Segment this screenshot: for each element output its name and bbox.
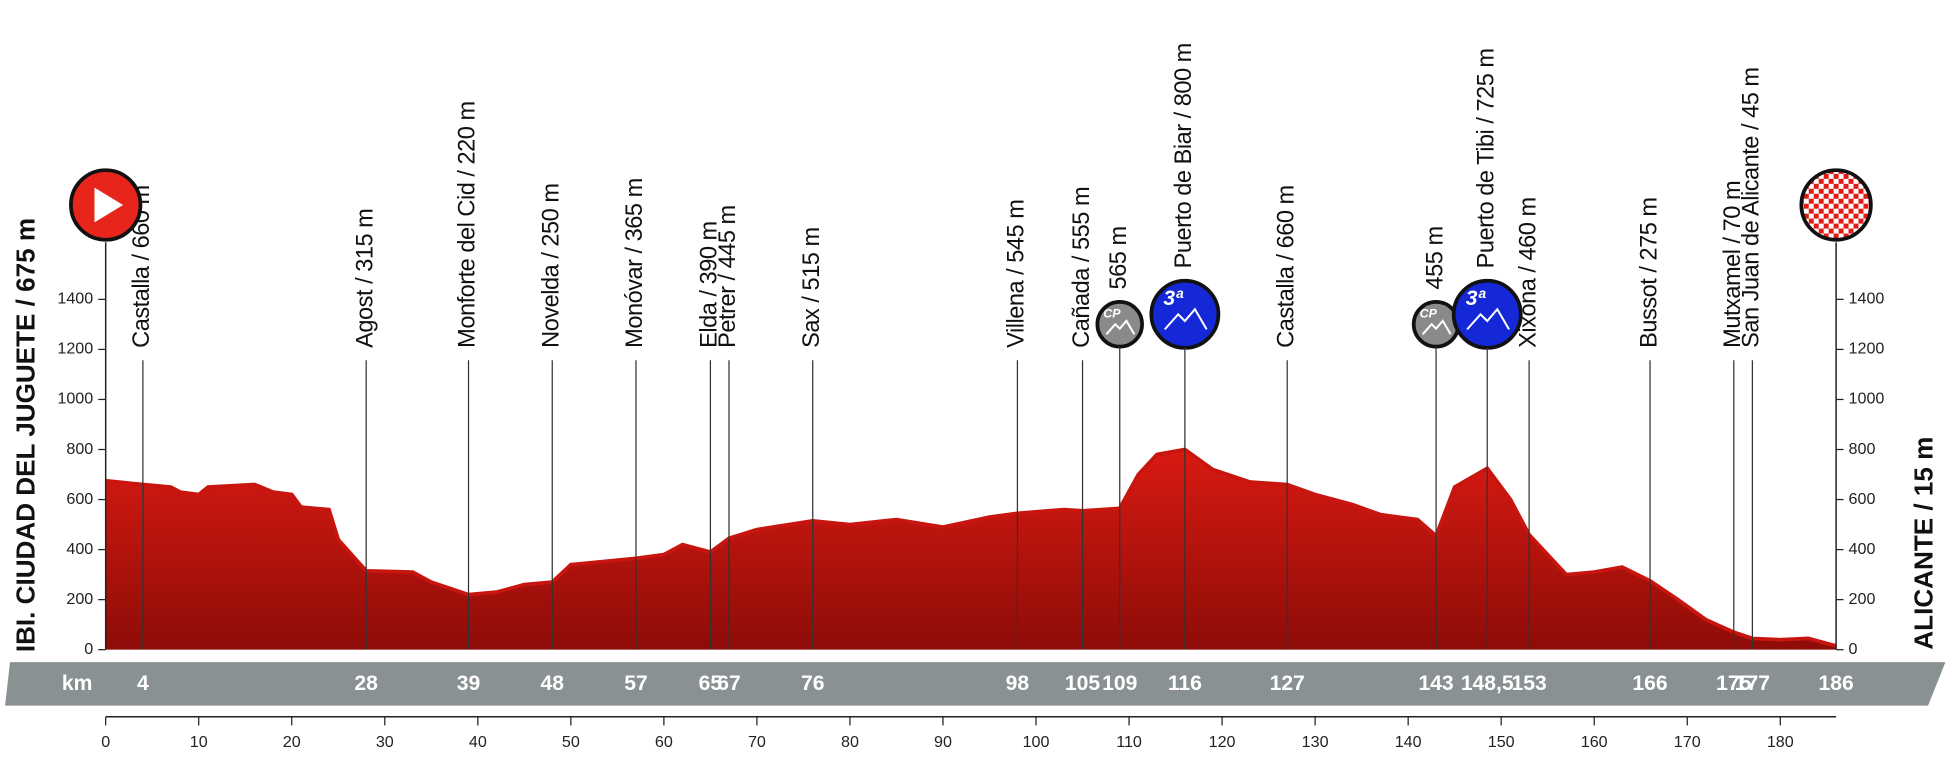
- waypoint-km: 105: [1065, 672, 1100, 695]
- y-tick-label: 1200: [57, 340, 93, 358]
- waypoint-label: Monóvar / 365 m: [622, 178, 648, 348]
- waypoint-km: 76: [801, 672, 824, 695]
- mountain-glyph: [1105, 319, 1136, 335]
- y-tick-label: 1400: [57, 290, 93, 308]
- x-tick-label: 100: [1023, 733, 1050, 751]
- waypoint-km: 148,5: [1461, 672, 1514, 695]
- waypoint-label: San Juan de Alicante / 45 m: [1739, 67, 1765, 347]
- waypoint-label: Sax / 515 m: [799, 227, 825, 347]
- climb-category: 3ª: [1163, 287, 1184, 310]
- x-tick-label: 170: [1674, 733, 1701, 751]
- x-tick-label: 160: [1581, 733, 1608, 751]
- km-unit: km: [62, 672, 93, 695]
- y-tick-label: 600: [66, 490, 93, 508]
- x-tick-label: 110: [1116, 733, 1142, 751]
- mountain-glyph: [1421, 319, 1452, 335]
- y-tick-label: 800: [66, 440, 93, 458]
- x-tick-label: 10: [190, 733, 208, 751]
- y-tick-label: 1000: [57, 390, 93, 408]
- climb-icon: [1451, 278, 1523, 350]
- start-label: IBI. CIUDAD DEL JUGUETE / 675 m: [10, 218, 40, 652]
- y-tick-label: 200: [1849, 590, 1876, 608]
- waypoint-km: 4: [137, 672, 149, 695]
- waypoint-km: 48: [541, 672, 565, 695]
- y-tick-label: 1200: [1849, 340, 1885, 358]
- waypoint-km: 98: [1006, 672, 1030, 695]
- waypoint-label: Puerto de Tibi / 725 m: [1473, 48, 1499, 268]
- y-tick-label: 200: [66, 590, 93, 608]
- waypoint-label: Elda / 390 m: [697, 221, 723, 348]
- x-tick-label: 80: [841, 733, 859, 751]
- waypoint-label: Agost / 315 m: [352, 209, 378, 348]
- y-tick-label: 0: [84, 640, 93, 658]
- waypoint-km: 39: [457, 672, 480, 695]
- waypoint-label: Cañada / 555 m: [1069, 187, 1095, 348]
- x-tick-label: 50: [562, 733, 580, 751]
- y-tick-label: 800: [1849, 440, 1876, 458]
- y-tick-label: 1400: [1849, 290, 1885, 308]
- waypoint-km: 127: [1270, 672, 1305, 695]
- y-tick-label: 400: [1849, 540, 1876, 558]
- waypoint-km: 175: [1716, 672, 1751, 695]
- waypoint-label: Petrer / 445 m: [715, 205, 741, 348]
- waypoint-km: 143: [1418, 672, 1453, 695]
- x-tick-label: 30: [376, 733, 394, 751]
- finish-label: ALICANTE / 15 m: [1908, 437, 1938, 650]
- waypoint-km: 116: [1168, 672, 1202, 695]
- waypoint-label: Mutxamel / 70 m: [1720, 181, 1746, 348]
- y-tick-label: 1000: [1849, 390, 1885, 408]
- profile-area: [105, 449, 1837, 650]
- finish-icon: [1799, 168, 1873, 242]
- waypoint-label: 455 m: [1422, 226, 1448, 289]
- x-tick-label: 70: [748, 733, 766, 751]
- waypoint-label: Monforte del Cid / 220 m: [455, 101, 481, 347]
- waypoint-km: 177: [1735, 672, 1770, 695]
- climb-category: CP: [1420, 306, 1438, 320]
- start-arrow: [94, 187, 124, 223]
- mountain-glyph: [1466, 307, 1510, 331]
- waypoint-label: Bussot / 275 m: [1636, 197, 1662, 347]
- waypoint-label: Castalla / 660 m: [1273, 185, 1299, 348]
- x-tick-label: 120: [1209, 733, 1236, 751]
- x-tick-label: 40: [469, 733, 487, 751]
- climb-icon: [1149, 278, 1221, 350]
- waypoint-km: 109: [1102, 672, 1137, 695]
- km-band: [5, 662, 1946, 706]
- waypoint-km: 65: [699, 672, 723, 695]
- waypoint-km: 67: [717, 672, 740, 695]
- waypoint-km: 153: [1511, 672, 1546, 695]
- climb-category: CP: [1103, 306, 1121, 320]
- x-tick-label: 90: [934, 733, 952, 751]
- finish-km: 186: [1818, 672, 1853, 695]
- waypoint-label: Puerto de Biar / 800 m: [1171, 43, 1197, 268]
- x-tick-label: 60: [655, 733, 673, 751]
- x-tick-label: 150: [1488, 733, 1515, 751]
- waypoint-km: 28: [354, 672, 378, 695]
- x-tick-label: 180: [1767, 733, 1794, 751]
- x-tick-label: 20: [283, 733, 301, 751]
- y-tick-label: 400: [66, 540, 93, 558]
- waypoint-label: Xixona / 460 m: [1515, 197, 1541, 347]
- waypoint-label: Novelda / 250 m: [538, 183, 564, 347]
- mountain-glyph: [1164, 307, 1208, 331]
- waypoint-label: 565 m: [1106, 226, 1132, 289]
- x-tick-label: 0: [101, 733, 110, 751]
- x-tick-label: 130: [1302, 733, 1329, 751]
- climb-category: 3ª: [1466, 287, 1487, 310]
- y-tick-label: 0: [1849, 640, 1858, 658]
- y-tick-label: 600: [1849, 490, 1876, 508]
- waypoint-label: Villena / 545 m: [1004, 200, 1030, 348]
- waypoint-km: 166: [1632, 672, 1667, 695]
- waypoint-km: 57: [624, 672, 647, 695]
- profile-ridge: [105, 447, 1837, 648]
- x-tick-label: 140: [1395, 733, 1422, 751]
